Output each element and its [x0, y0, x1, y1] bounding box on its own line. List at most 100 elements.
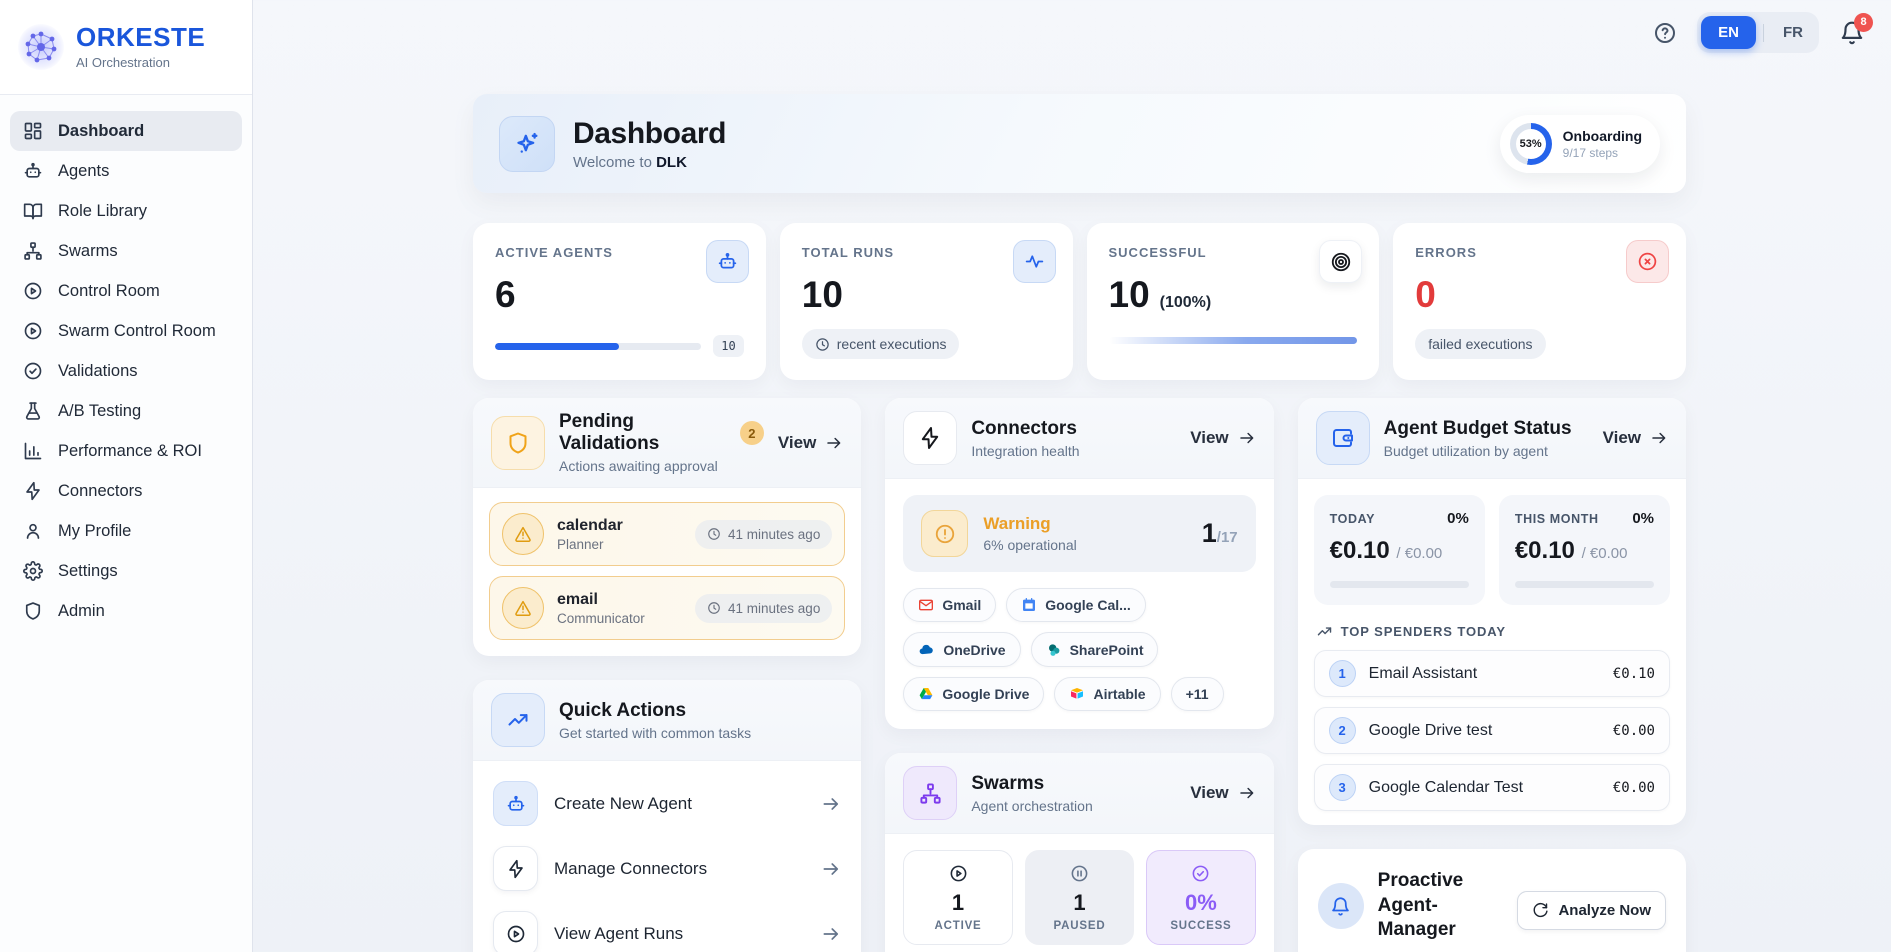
- onboarding-widget[interactable]: 53% Onboarding 9/17 steps: [1499, 114, 1660, 173]
- check-circle-icon: [1193, 865, 1209, 882]
- connector-chips: Gmail Google Cal... OneDrive ShareP: [903, 588, 1255, 711]
- connectors-status: Warning 6% operational 1/17: [903, 495, 1256, 572]
- sidebar-item-role-library[interactable]: Role Library: [10, 191, 242, 231]
- shield-icon: [25, 602, 41, 620]
- play-circle-icon: [950, 865, 966, 882]
- alert-triangle-icon: [502, 513, 544, 555]
- chip-onedrive[interactable]: OneDrive: [903, 632, 1021, 667]
- chip-gmail[interactable]: Gmail: [903, 588, 997, 622]
- arrow-right-icon: [823, 862, 839, 875]
- chip-google-calendar[interactable]: Google Cal...: [1006, 588, 1146, 622]
- chip-google-drive[interactable]: Google Drive: [903, 677, 1045, 711]
- quick-actions-card: Quick Actions Get started with common ta…: [473, 680, 862, 952]
- network-icon: [24, 242, 42, 260]
- chip-sharepoint[interactable]: SharePoint: [1030, 632, 1159, 667]
- target-icon: [1319, 240, 1363, 283]
- quick-action-create-agent[interactable]: Create New Agent: [491, 771, 843, 836]
- help-circle-icon[interactable]: [1653, 21, 1677, 45]
- success-progress-bar: [1108, 337, 1358, 344]
- rank-badge: 1: [1328, 660, 1356, 687]
- quick-action-view-agent-runs[interactable]: View Agent Runs: [491, 901, 843, 952]
- agents-progress-track: [495, 342, 702, 350]
- pending-count-badge: 2: [739, 421, 764, 445]
- google-drive-icon: [919, 688, 933, 700]
- connectors-card: Connectors Integration health View: [885, 398, 1274, 729]
- stat-label: SUCCESSFUL: [1108, 245, 1207, 260]
- sidebar-item-swarm-control-room[interactable]: Swarm Control Room: [10, 311, 242, 351]
- lang-en-button[interactable]: EN: [1701, 16, 1756, 49]
- swarm-tile-active: 1 ACTIVE: [903, 850, 1013, 945]
- quick-action-label: View Agent Runs: [554, 923, 684, 943]
- topbar: EN FR 8: [1653, 12, 1873, 53]
- validation-item-email[interactable]: email Communicator 41 minutes ago: [489, 576, 846, 640]
- spender-amount: €0.10: [1612, 665, 1655, 682]
- sidebar-item-agents[interactable]: Agents: [10, 151, 242, 191]
- sidebar-item-performance-roi[interactable]: Performance & ROI: [10, 431, 242, 471]
- card-subtitle: Agent orchestration: [971, 797, 1093, 814]
- spender-amount: €0.00: [1612, 779, 1655, 796]
- stat-card-errors: ERRORS 0 failed executions: [1393, 223, 1686, 380]
- sidebar-item-settings[interactable]: Settings: [10, 551, 242, 591]
- stat-value: 10 (100%): [1108, 274, 1212, 315]
- onboarding-title: Onboarding: [1562, 127, 1642, 144]
- connectors-view-link[interactable]: View: [1190, 428, 1255, 448]
- validation-item-calendar[interactable]: calendar Planner 41 minutes ago: [489, 502, 846, 566]
- page-title: Dashboard: [573, 116, 727, 150]
- spender-row: 1 Email Assistant €0.10: [1313, 650, 1670, 697]
- swarms-view-link[interactable]: View: [1190, 783, 1255, 803]
- budget-tile-today: TODAY 0% €0.10 / €0.00: [1313, 495, 1485, 605]
- stat-label: ACTIVE AGENTS: [495, 245, 613, 260]
- spender-name: Google Drive test: [1368, 721, 1493, 739]
- pending-validations-view-link[interactable]: View: [778, 433, 843, 453]
- alert-triangle-icon: [502, 587, 544, 629]
- connectors-status-level: Warning: [983, 514, 1051, 533]
- zap-icon: [493, 846, 538, 891]
- chip-airtable[interactable]: Airtable: [1054, 677, 1161, 711]
- dashboard-header-card: Dashboard Welcome to DLK 53% Onboarding …: [473, 94, 1686, 193]
- budget-view-link[interactable]: View: [1603, 428, 1668, 448]
- lang-fr-button[interactable]: FR: [1783, 24, 1803, 41]
- language-toggle: EN FR: [1697, 12, 1819, 53]
- quick-action-label: Create New Agent: [554, 793, 692, 813]
- rank-badge: 3: [1328, 774, 1356, 801]
- validation-role: Planner: [557, 536, 604, 552]
- budget-tile-this-month: THIS MONTH 0% €0.10 / €0.00: [1498, 495, 1670, 605]
- sidebar-item-connectors[interactable]: Connectors: [10, 471, 242, 511]
- proactive-agent-manager-card: Proactive Agent-Manager Automatic alerts…: [1297, 849, 1686, 952]
- sidebar-item-dashboard[interactable]: Dashboard: [10, 111, 242, 151]
- analyze-now-button[interactable]: Analyze Now: [1517, 891, 1666, 930]
- sidebar-item-my-profile[interactable]: My Profile: [10, 511, 242, 551]
- spender-name: Email Assistant: [1368, 664, 1478, 682]
- sidebar-item-label: Dashboard: [58, 121, 145, 140]
- arrow-right-icon: [1652, 432, 1666, 444]
- sidebar-item-ab-testing[interactable]: A/B Testing: [10, 391, 242, 431]
- sidebar-item-label: Control Room: [58, 281, 160, 300]
- stat-value: 10: [801, 274, 843, 315]
- zap-icon: [903, 411, 958, 465]
- check-circle-icon: [24, 362, 42, 380]
- sidebar-item-control-room[interactable]: Control Room: [10, 271, 242, 311]
- quick-action-label: Manage Connectors: [554, 858, 708, 878]
- clock-icon: [816, 337, 829, 351]
- activity-icon: [1012, 240, 1056, 283]
- pending-validations-card: Pending Validations 2 Actions awaiting a…: [473, 398, 862, 656]
- sidebar-item-swarms[interactable]: Swarms: [10, 231, 242, 271]
- chip-more[interactable]: +11: [1170, 677, 1224, 711]
- sidebar: ORKESTE AI Orchestration Dashboard Agent…: [0, 0, 253, 952]
- notifications-button[interactable]: 8: [1839, 12, 1873, 46]
- robot-icon: [24, 162, 42, 178]
- arrow-right-icon: [823, 797, 839, 810]
- play-circle-icon: [493, 911, 538, 952]
- welcome-text: Welcome to DLK: [573, 153, 687, 171]
- spender-name: Google Calendar Test: [1368, 778, 1524, 796]
- quick-action-manage-connectors[interactable]: Manage Connectors: [491, 836, 843, 901]
- sidebar-item-label: Connectors: [58, 481, 143, 500]
- runs-pill: recent executions: [801, 329, 960, 359]
- sparkles-icon: [499, 115, 555, 172]
- sidebar-item-admin[interactable]: Admin: [10, 591, 242, 631]
- budget-progress-track: [1514, 581, 1654, 588]
- spender-row: 2 Google Drive test €0.00: [1313, 707, 1670, 754]
- stat-card-successful: SUCCESSFUL 10 (100%): [1086, 223, 1380, 380]
- stat-label: TOTAL RUNS: [801, 245, 895, 260]
- sidebar-item-validations[interactable]: Validations: [10, 351, 242, 391]
